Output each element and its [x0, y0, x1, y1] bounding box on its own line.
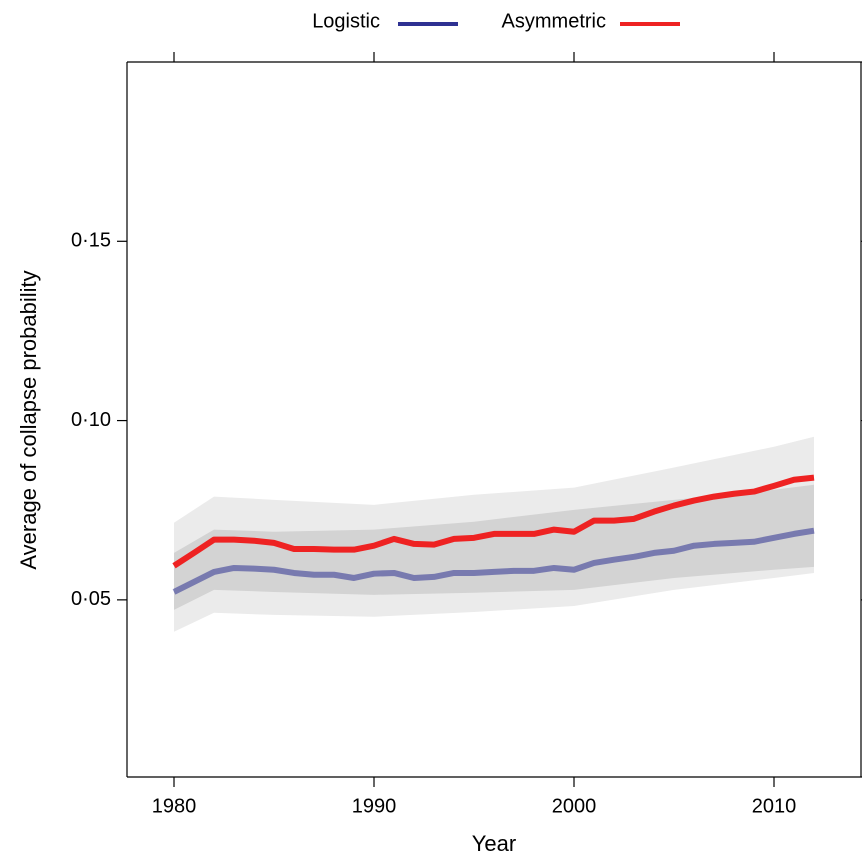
y-tick-label: 0·10 [71, 409, 111, 431]
x-tick-label: 2000 [552, 795, 597, 817]
x-tick-label: 1990 [352, 795, 397, 817]
x-tick-label: 1980 [152, 795, 197, 817]
legend-label: Logistic [312, 10, 380, 32]
x-tick-label: 2010 [752, 795, 797, 817]
y-tick-label: 0·05 [71, 588, 111, 610]
confidence-band [174, 484, 814, 610]
y-tick-label: 0·15 [71, 230, 111, 252]
y-axis-label: Average of collapse probability [16, 270, 41, 569]
legend-label: Asymmetric [502, 10, 606, 32]
series-line [172, 527, 815, 595]
series-line [172, 474, 815, 569]
x-axis-label: Year [472, 831, 516, 856]
